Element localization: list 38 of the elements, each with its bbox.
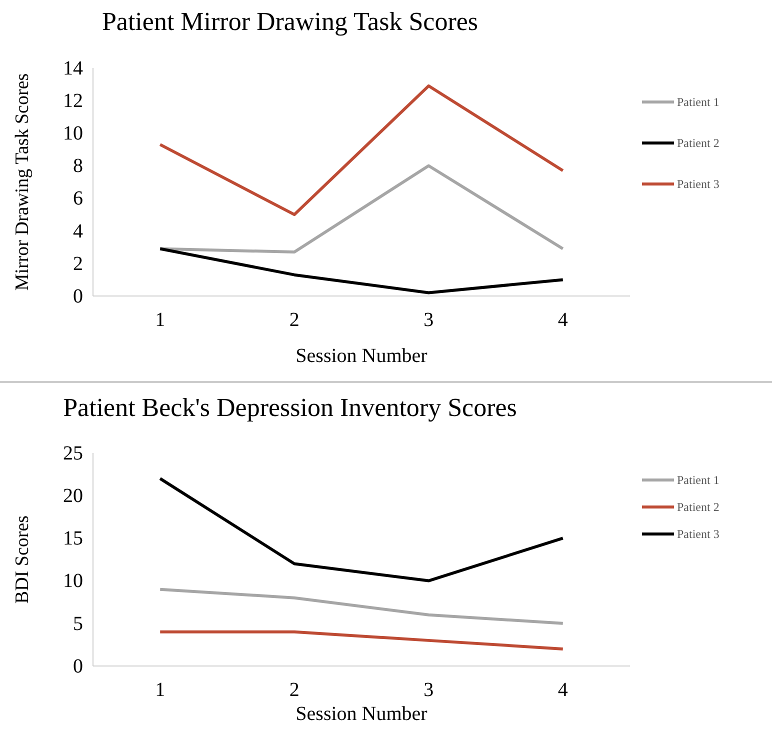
y-tick-label: 14 <box>63 57 83 80</box>
line-series <box>158 84 564 216</box>
x-tick-label: 2 <box>289 309 300 332</box>
x-axis-title: Session Number <box>296 345 428 367</box>
legend-label: Patient 2 <box>677 500 720 514</box>
legend-label: Patient 1 <box>677 95 720 109</box>
y-tick-label: 4 <box>73 220 83 242</box>
y-tick-label: 10 <box>63 570 83 592</box>
y-tick-label: 5 <box>73 612 83 635</box>
chart-title: Patient Beck's Depression Inventory Scores <box>63 393 517 422</box>
y-tick-label: 6 <box>73 188 83 210</box>
x-tick-label: 2 <box>289 679 300 702</box>
y-tick-label: 0 <box>73 655 83 678</box>
y-tick-label: 15 <box>63 528 83 550</box>
legend-label: Patient 1 <box>677 473 720 487</box>
legend-label: Patient 2 <box>677 136 720 150</box>
x-tick-label: 1 <box>155 679 166 702</box>
y-tick-label: 12 <box>63 90 83 112</box>
y-tick-label: 20 <box>63 485 83 507</box>
x-tick-label: 3 <box>424 309 434 332</box>
x-tick-label: 3 <box>424 679 434 702</box>
y-tick-label: 0 <box>73 285 83 308</box>
y-tick-label: 8 <box>73 155 83 178</box>
line-series <box>158 477 564 582</box>
line-series <box>158 588 564 625</box>
x-axis-title: Session Number <box>296 703 428 725</box>
x-tick-label: 4 <box>558 309 568 332</box>
legend-label: Patient 3 <box>677 177 720 191</box>
legend-label: Patient 3 <box>677 527 720 541</box>
y-tick-label: 2 <box>73 252 83 275</box>
line-series <box>158 247 564 294</box>
y-tick-label: 25 <box>63 442 83 464</box>
x-tick-label: 1 <box>155 309 166 332</box>
y-axis-title: BDI Scores <box>12 515 33 604</box>
y-axis-title: Mirror Drawing Task Scores <box>12 73 33 291</box>
y-tick-label: 10 <box>63 122 83 145</box>
x-tick-label: 4 <box>558 679 568 702</box>
chart-title: Patient Mirror Drawing Task Scores <box>102 7 478 36</box>
